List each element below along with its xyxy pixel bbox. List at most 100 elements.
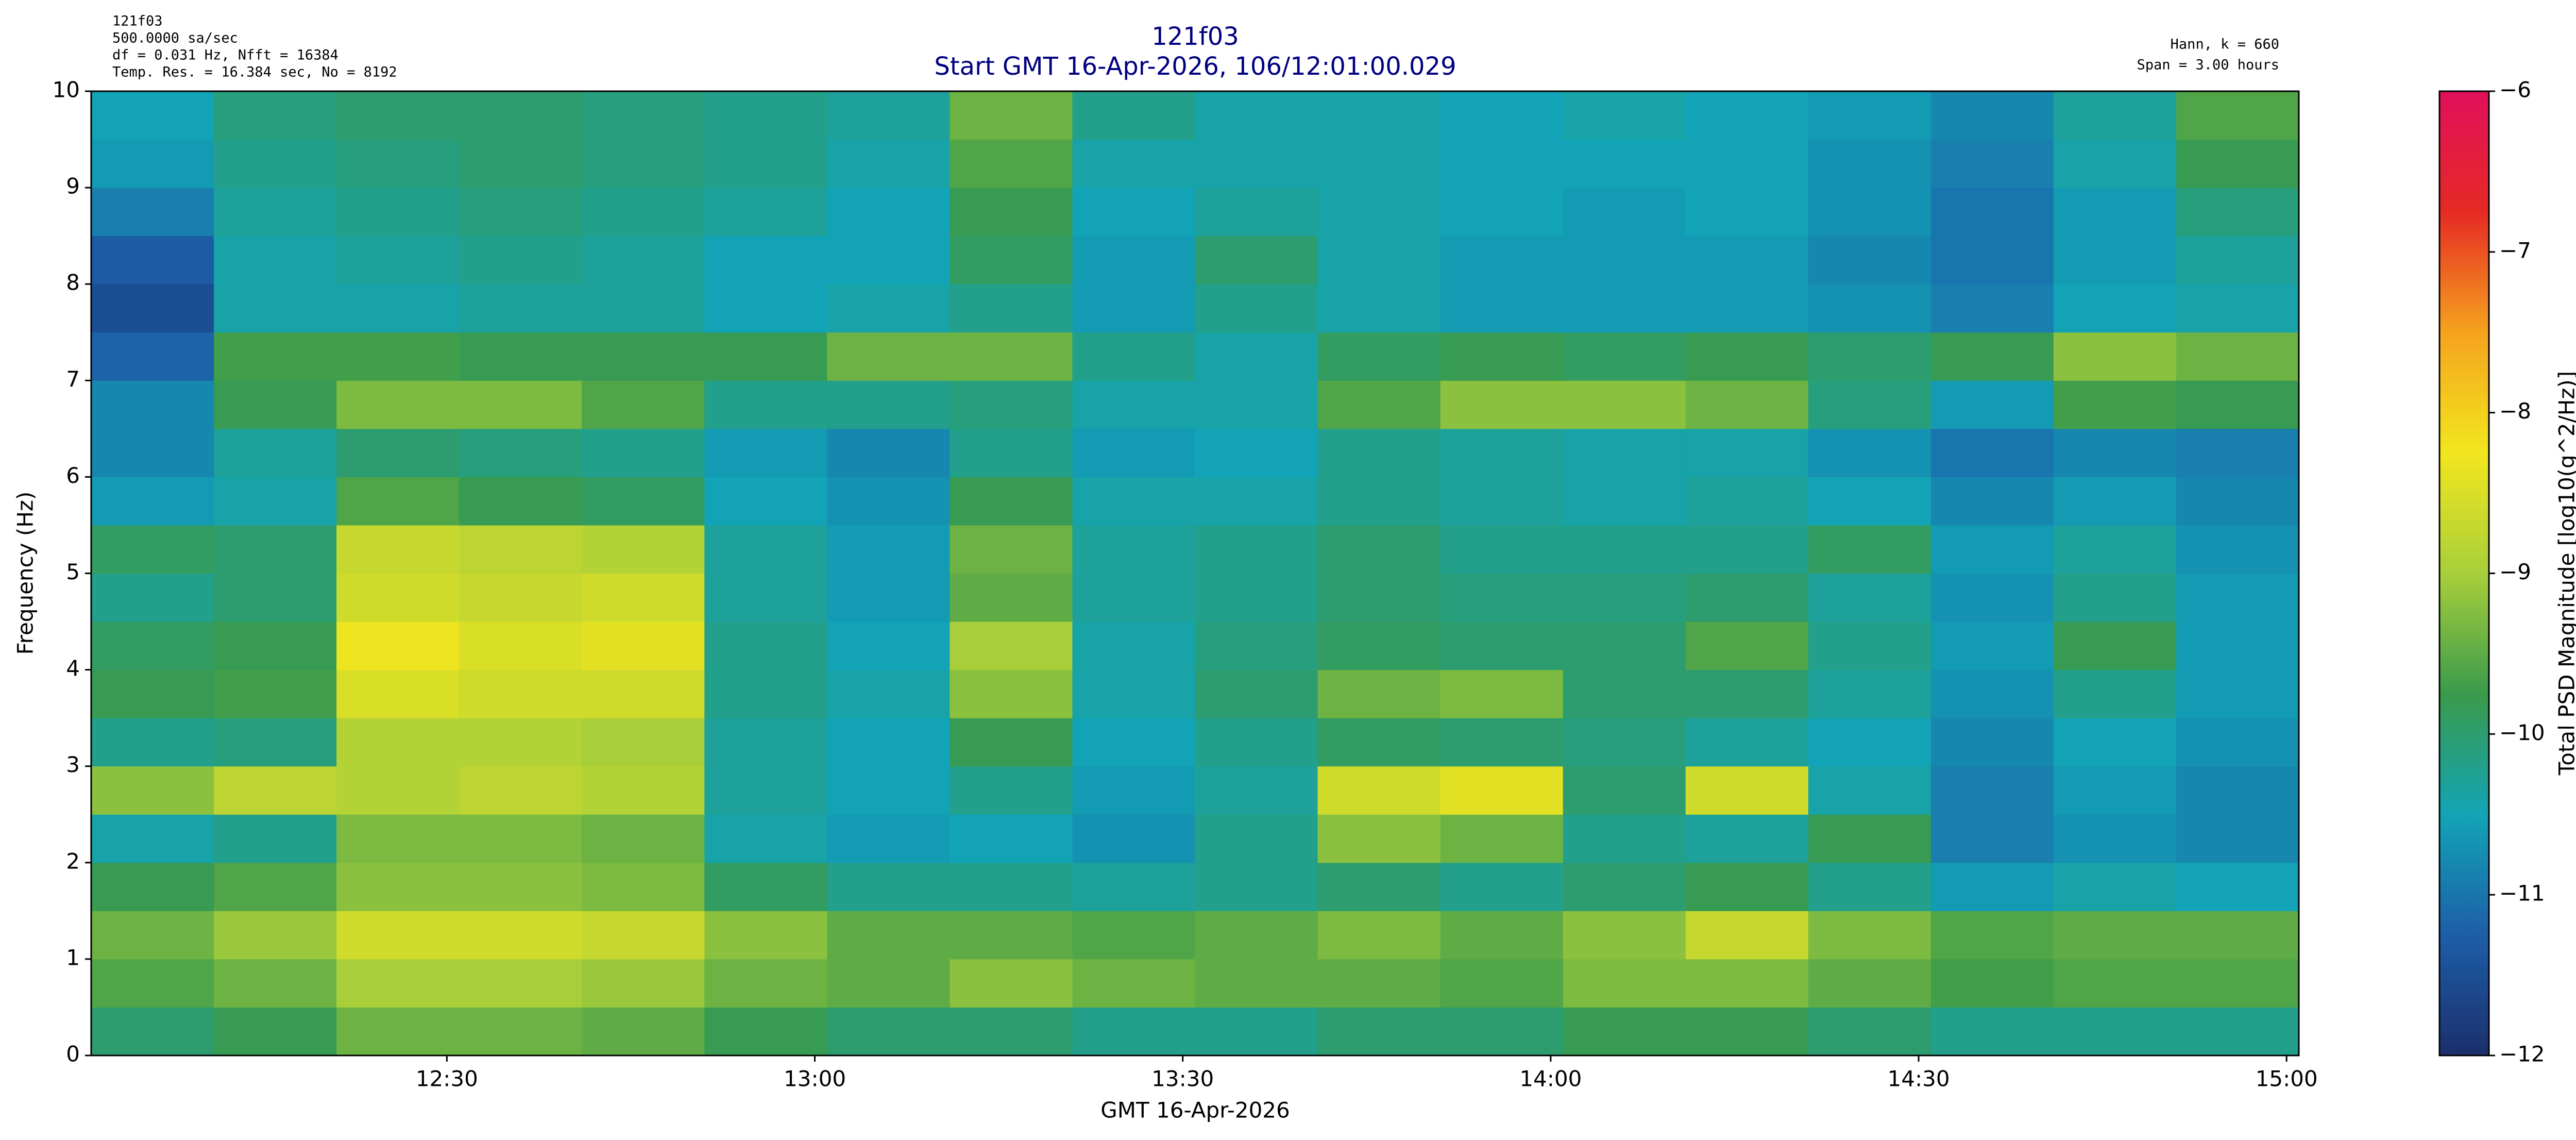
cell	[1195, 1007, 1318, 1056]
cell	[950, 477, 1073, 526]
cell	[1072, 91, 1195, 140]
cell	[1808, 236, 1931, 284]
cell	[704, 622, 827, 670]
cell	[1072, 1007, 1195, 1056]
cell	[1563, 332, 1686, 381]
cell	[2176, 814, 2299, 863]
cell	[1685, 380, 1809, 429]
cell	[704, 91, 827, 140]
cell	[1685, 814, 1809, 863]
cell	[214, 573, 337, 622]
cell	[1808, 1007, 1931, 1056]
cell	[1808, 380, 1931, 429]
cell	[336, 622, 460, 670]
cell	[950, 959, 1073, 1008]
cell	[2053, 862, 2177, 911]
cell	[1808, 525, 1931, 574]
y-tick-label: 9	[66, 174, 80, 199]
cell	[91, 911, 214, 960]
cell	[1440, 718, 1564, 767]
cell	[1440, 428, 1564, 477]
cell	[1685, 284, 1809, 333]
cell	[582, 477, 705, 526]
cell	[827, 332, 950, 381]
cell	[1195, 525, 1318, 574]
x-tick-label: 15:00	[2256, 1066, 2318, 1092]
cell	[2176, 573, 2299, 622]
cell	[2176, 428, 2299, 477]
cell	[2176, 959, 2299, 1008]
cell	[91, 284, 214, 333]
chart-title: 121f03	[1151, 22, 1239, 51]
cell	[1317, 477, 1441, 526]
cell	[2053, 188, 2177, 237]
cell	[1440, 188, 1564, 237]
cell	[1195, 862, 1318, 911]
cell	[1563, 380, 1686, 429]
cell	[582, 862, 705, 911]
cell	[336, 332, 460, 381]
cell	[336, 139, 460, 188]
cell	[1440, 284, 1564, 333]
cell	[214, 284, 337, 333]
cell	[950, 284, 1073, 333]
cell	[1685, 669, 1809, 718]
cell	[2053, 669, 2177, 718]
cell	[459, 959, 582, 1008]
cell	[1808, 622, 1931, 670]
cell	[582, 139, 705, 188]
cell	[214, 139, 337, 188]
cell	[2176, 1007, 2299, 1056]
cell	[582, 525, 705, 574]
cell	[2053, 573, 2177, 622]
cell	[1195, 139, 1318, 188]
cell	[459, 477, 582, 526]
cell	[2176, 622, 2299, 670]
cell	[1930, 428, 2054, 477]
cell	[1072, 862, 1195, 911]
cell	[950, 525, 1073, 574]
cell	[1685, 139, 1809, 188]
cell	[336, 428, 460, 477]
cell	[1195, 477, 1318, 526]
cell	[1808, 477, 1931, 526]
cell	[582, 1007, 705, 1056]
cell	[1195, 669, 1318, 718]
cell	[91, 718, 214, 767]
cell	[704, 332, 827, 381]
cell	[1808, 718, 1931, 767]
cell	[91, 380, 214, 429]
y-tick-label: 8	[66, 270, 80, 295]
cell	[1317, 622, 1441, 670]
cell	[1317, 236, 1441, 284]
colorbar-tick-label: −12	[2499, 1042, 2545, 1067]
cell	[704, 380, 827, 429]
cell	[1685, 766, 1809, 815]
x-tick-label: 13:00	[784, 1066, 846, 1092]
cell	[2053, 525, 2177, 574]
cell	[582, 428, 705, 477]
cell	[1317, 284, 1441, 333]
x-tick-label: 12:30	[416, 1066, 478, 1092]
y-tick-label: 4	[66, 656, 80, 681]
cell	[1685, 911, 1809, 960]
cell	[1930, 332, 2054, 381]
cell	[827, 622, 950, 670]
cell	[2053, 1007, 2177, 1056]
cell	[1195, 380, 1318, 429]
cell	[91, 525, 214, 574]
cell	[2176, 91, 2299, 140]
cell	[336, 573, 460, 622]
cell	[214, 718, 337, 767]
cell	[214, 669, 337, 718]
y-axis-label: Frequency (Hz)	[13, 492, 38, 655]
cell	[1563, 236, 1686, 284]
cell	[1317, 766, 1441, 815]
cell	[2053, 380, 2177, 429]
cell	[336, 766, 460, 815]
cell	[827, 862, 950, 911]
cell	[827, 766, 950, 815]
cell	[336, 284, 460, 333]
cell	[950, 911, 1073, 960]
